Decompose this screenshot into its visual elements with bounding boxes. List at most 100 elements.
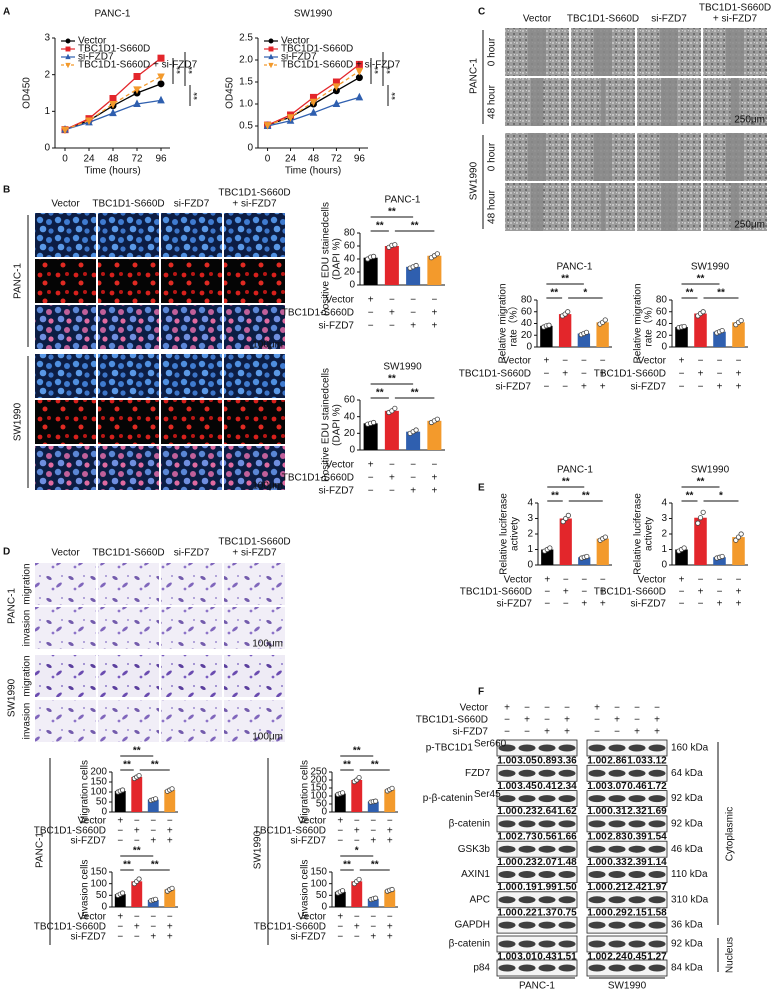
y-tick-label: 100 [310,878,327,889]
blot-band [608,940,626,948]
blot-band [538,940,556,948]
data-point [332,83,341,92]
micrograph [224,607,285,649]
condition-mark: + [698,587,704,598]
condition-mark: + [389,473,395,484]
data-point [169,786,175,792]
condition-mark: − [150,912,156,923]
quantification: 1.03 [627,756,647,767]
quantification: 0.33 [607,857,627,868]
data-point [309,108,318,116]
quantification: 3.36 [557,756,577,767]
quantification: 0.45 [627,952,647,963]
significance: * [719,491,723,502]
column-label: Vector [523,14,552,25]
quantification: 1.00 [587,832,607,843]
blot-band [518,744,536,752]
condition-label: TBC1D1-S660D [416,715,488,726]
column-label: TBC1D1-S660D [218,537,290,548]
wound-gap [726,28,744,76]
legend-label: si-FZD7 [281,52,317,63]
data-point [133,86,141,94]
significance: ** [411,221,419,232]
legend-marker [65,62,71,69]
quantification: 2.83 [607,832,627,843]
x-tick-label: 0 [62,154,68,165]
blot-band [498,820,516,828]
condition-mark: − [337,922,343,933]
y-tick-label: 1.5 [239,77,253,88]
blot-band [538,820,556,828]
molecular-weight: 36 kDa [671,920,703,931]
condition-mark: − [410,473,416,484]
protein-superscript: Ser660 [474,739,507,750]
blot-box [586,739,668,757]
blot-band [628,845,646,853]
condition-label: Vector [638,575,667,586]
y-axis-label: Migration cells [300,760,311,824]
micrograph [161,655,222,697]
data-point [370,253,377,259]
row-label: 0 hour [487,37,498,66]
y-tick-label: 0 [526,342,532,353]
condition-mark: − [117,836,123,847]
protein-label: β-catenin [449,939,490,950]
quantification: 1.50 [557,882,577,893]
y-tick-label: 60 [344,241,356,252]
micrograph [161,400,222,444]
blot-band [648,896,666,904]
protein-label: p84 [473,963,490,974]
condition-mark: + [524,715,530,726]
chart-title: SW1990 [294,9,333,20]
blot-band [518,871,536,878]
quantification: 0.41 [537,781,557,792]
blot-band [518,769,536,777]
quantification: 1.48 [557,857,577,868]
condition-mark: − [543,369,549,380]
row-label: 48 hour [487,84,498,119]
blot-box [496,790,578,807]
condition-mark: − [717,356,723,367]
condition-mark: − [504,715,510,726]
blot-band [628,940,646,948]
data-point [565,309,571,315]
condition-mark: − [370,826,376,837]
significance: ** [374,66,385,74]
legend-label: TBC1D1-S660D + si-FZD7 [281,60,401,71]
data-point [136,876,142,882]
blot-box [586,815,668,833]
y-tick-label: 150 [310,783,327,794]
condition-mark: − [134,836,140,847]
quantification: 1.00 [497,857,517,868]
quantification: 2.32 [627,806,647,817]
bar [694,517,707,565]
blot-band [518,964,536,972]
micrograph [35,354,96,398]
protein-label: β-catenin [449,819,490,830]
significance: ** [133,746,141,757]
micrograph [161,305,222,349]
blot-band [628,820,646,828]
significance: ** [371,760,379,771]
data-point [583,329,590,335]
significance: ** [343,760,351,771]
data-point [133,99,141,107]
condition-mark: − [354,816,360,827]
data-point [157,73,165,82]
molecular-weight: 110 kDa [671,869,708,880]
y-tick-label: 0 [661,560,667,571]
blot-box [496,891,578,909]
bar [384,246,399,285]
condition-mark: + [167,932,173,943]
blot-band [518,845,536,853]
significance: ** [123,760,131,771]
data-point [152,796,159,802]
y-tick-label: 0 [349,280,355,291]
y-tick-label: 50 [316,799,328,810]
data-point [356,774,362,781]
data-point [109,101,117,109]
y-tick-label: 1 [44,106,50,117]
data-point [434,416,440,422]
molecular-weight: 92 kDa [671,793,703,804]
quantification: 1.00 [587,882,607,893]
